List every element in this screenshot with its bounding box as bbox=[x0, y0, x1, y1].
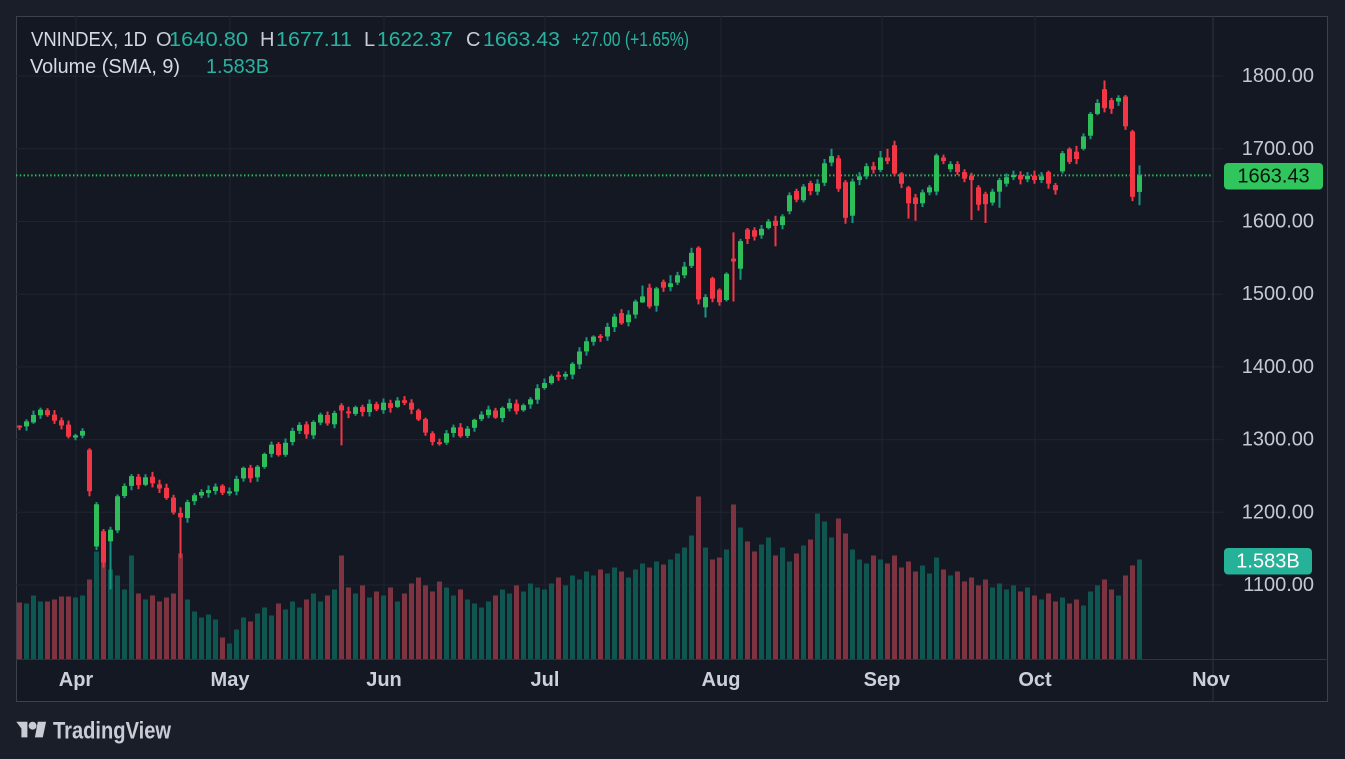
svg-text:Oct: Oct bbox=[1018, 669, 1052, 691]
svg-text:1677.11: 1677.11 bbox=[276, 29, 352, 51]
svg-text:May: May bbox=[211, 669, 251, 691]
svg-text:1200.00: 1200.00 bbox=[1242, 501, 1314, 523]
svg-text:Jul: Jul bbox=[531, 669, 560, 691]
svg-text:H: H bbox=[260, 29, 274, 51]
svg-text:Sep: Sep bbox=[864, 669, 901, 691]
svg-text:1700.00: 1700.00 bbox=[1242, 138, 1314, 160]
svg-text:1300.00: 1300.00 bbox=[1242, 429, 1314, 451]
svg-text:C: C bbox=[466, 29, 480, 51]
svg-text:1400.00: 1400.00 bbox=[1242, 356, 1314, 378]
svg-text:1100.00: 1100.00 bbox=[1243, 574, 1314, 596]
svg-text:Aug: Aug bbox=[702, 669, 741, 691]
svg-text:1500.00: 1500.00 bbox=[1242, 283, 1314, 305]
svg-text:1.583B: 1.583B bbox=[1236, 551, 1299, 573]
svg-text:Volume (SMA, 9): Volume (SMA, 9) bbox=[30, 56, 180, 78]
svg-text:O: O bbox=[156, 29, 172, 51]
svg-text:Jun: Jun bbox=[366, 669, 402, 691]
svg-text:1640.80: 1640.80 bbox=[169, 29, 248, 51]
svg-text:1800.00: 1800.00 bbox=[1242, 65, 1314, 87]
svg-text:1600.00: 1600.00 bbox=[1242, 211, 1314, 233]
svg-text:1663.43: 1663.43 bbox=[1237, 166, 1309, 188]
svg-text:Nov: Nov bbox=[1192, 669, 1231, 691]
svg-text:1663.43: 1663.43 bbox=[483, 29, 560, 51]
svg-text:Apr: Apr bbox=[59, 669, 94, 691]
svg-text:+27.00 (+1.65%): +27.00 (+1.65%) bbox=[572, 29, 689, 51]
svg-text:1.583B: 1.583B bbox=[206, 56, 269, 78]
svg-text:TradingView: TradingView bbox=[53, 718, 171, 745]
svg-text:1622.37: 1622.37 bbox=[377, 29, 453, 51]
svg-text:VNINDEX, 1D: VNINDEX, 1D bbox=[31, 29, 147, 51]
svg-text:L: L bbox=[364, 29, 375, 51]
